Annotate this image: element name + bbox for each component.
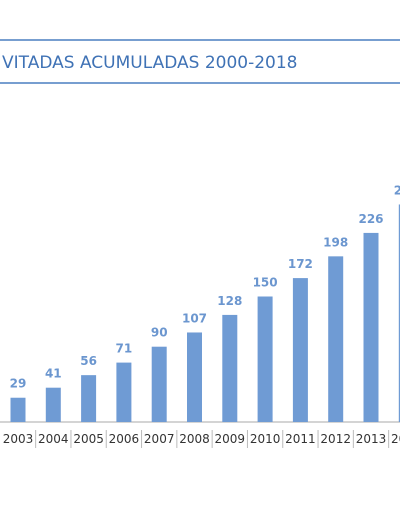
x-tick-label: 2005 <box>73 432 104 446</box>
bar <box>116 362 132 422</box>
x-tick-label: 2014 <box>391 432 400 446</box>
bar <box>222 314 238 422</box>
value-label: 90 <box>151 326 168 340</box>
bar <box>328 256 344 422</box>
value-label: 150 <box>253 276 278 290</box>
bar <box>398 204 400 422</box>
bar <box>292 278 308 422</box>
value-label: 226 <box>358 212 383 226</box>
chart-title: VITADAS ACUMULADAS 2000-2018 <box>2 53 297 73</box>
x-tick-label: 2007 <box>144 432 175 446</box>
x-tick-label: 2006 <box>109 432 140 446</box>
x-tick-label: 2003 <box>3 432 34 446</box>
x-tick-label: 2013 <box>356 432 387 446</box>
value-label: 198 <box>323 235 348 249</box>
value-label: 128 <box>217 294 242 308</box>
value-label: 71 <box>116 342 133 356</box>
bar <box>45 387 61 422</box>
value-label: 41 <box>45 367 62 381</box>
x-tick-label: 2010 <box>250 432 281 446</box>
bar <box>151 346 167 422</box>
bar <box>10 397 26 422</box>
value-label: 107 <box>182 311 207 325</box>
bar <box>187 332 202 422</box>
x-tick-label: 2011 <box>285 432 316 446</box>
x-tick-label: 2009 <box>215 432 246 446</box>
bar <box>257 296 273 422</box>
value-label: 56 <box>80 354 97 368</box>
value-label: 172 <box>288 257 313 271</box>
value-label: 260 <box>394 183 400 197</box>
x-tick-label: 2008 <box>179 432 210 446</box>
value-label: 29 <box>10 377 27 391</box>
bar <box>363 232 379 422</box>
bar <box>81 375 97 422</box>
x-tick-label: 2004 <box>38 432 69 446</box>
x-tick-label: 2012 <box>320 432 351 446</box>
